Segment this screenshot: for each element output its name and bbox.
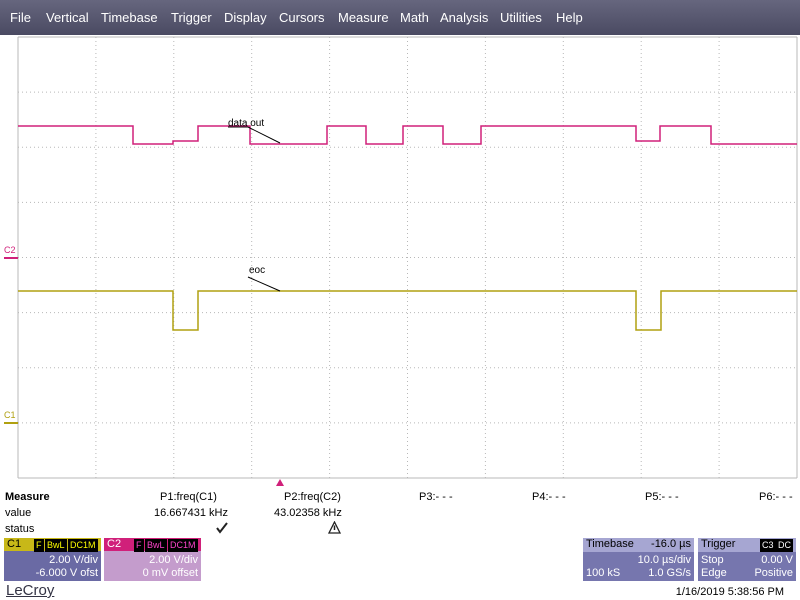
channel-offset: 0 mV offset [142,567,198,579]
timebase-scale: 10.0 µs/div [637,554,691,566]
menu-item[interactable]: File [10,10,31,25]
timebase-delay: -16.0 µs [651,538,691,550]
trigger-type: Edge [701,567,727,579]
channel-marker: C1 [4,410,16,420]
menu-item[interactable]: Help [556,10,583,25]
timebase-box[interactable]: Timebase -16.0 µs 10.0 µs/div 100 kS 1.0… [583,538,694,581]
menu-item[interactable]: Timebase [101,10,158,25]
menu-item[interactable]: Analysis [440,10,489,25]
channel-marker: C2 [4,245,16,255]
brand: LeCroy [6,582,55,599]
leader-line [247,126,281,144]
channel-tag: DC1M [68,539,98,552]
channel-tag: BwL [45,539,67,552]
timebase-samples: 100 kS [586,567,621,579]
trigger-slope: Positive [754,567,793,579]
measure-header: P1:freq(C1) [160,491,217,503]
menu-bar: File Vertical Timebase Trigger Display C… [0,0,800,35]
trigger-marker [276,479,284,486]
status-warning-icon [328,521,341,534]
timebase-rate: 1.0 GS/s [648,567,691,579]
channel-offset: -6.000 V ofst [35,567,98,579]
measure-value: 43.02358 kHz [274,507,342,519]
channel-tag: F [134,539,144,552]
measure-header: P5:- - - [645,491,679,503]
menu-item[interactable]: Cursors [279,10,325,25]
trigger-source: C3 [760,539,776,552]
trigger-header: Trigger C3 DC [698,538,796,552]
measure-title: Measure [5,491,50,503]
trace-label: data out [228,118,264,129]
menu-item[interactable]: Trigger [171,10,212,25]
channel-name: C2 [107,538,122,550]
menu-item[interactable]: Vertical [46,10,89,25]
leader-line [247,276,281,292]
menu-item[interactable]: Utilities [500,10,542,25]
trace-label: eoc [249,265,265,276]
trigger-mode: Stop [701,554,724,566]
channel-tag: BwL [145,539,167,552]
measure-header: P4:- - - [532,491,566,503]
trigger-coupling: DC [776,539,793,552]
channel-tag: F [34,539,44,552]
channel-c1-box[interactable]: C1 F BwL DC1M 2.00 V/div -6.000 V ofst [4,538,101,581]
trigger-title: Trigger [701,538,736,550]
row-label: status [5,523,35,535]
graticule: data out eoc C2 C1 [4,36,798,486]
timebase-header: Timebase -16.0 µs [583,538,694,552]
timestamp: 1/16/2019 5:38:56 PM [675,586,784,598]
grid [17,36,798,479]
menu-item[interactable]: Measure [338,10,389,25]
channel-tag: DC1M [168,539,198,552]
channel-scale: 2.00 V/div [49,554,98,566]
status-ok-icon [216,522,228,534]
menu-item[interactable]: Math [400,10,429,25]
channel-c2-box[interactable]: C2 F BwL DC1M 2.00 V/div 0 mV offset [104,538,201,581]
trigger-box[interactable]: Trigger C3 DC Stop 0.00 V Edge Positive [698,538,796,581]
menu-item[interactable]: Display [224,10,267,25]
trace-c2 [18,125,797,145]
measure-header: P2:freq(C2) [284,491,341,503]
measure-header: P6:- - - [759,491,793,503]
row-label: value [5,507,32,519]
trigger-level: 0.00 V [761,554,793,566]
channel-scale: 2.00 V/div [149,554,198,566]
channel-header: C2 F BwL DC1M [104,538,201,552]
channel-header: C1 F BwL DC1M [4,538,101,552]
trace-c1 [18,290,797,331]
measure-value: 16.667431 kHz [154,507,228,519]
timebase-title: Timebase [586,538,634,550]
channel-name: C1 [7,538,22,550]
measure-header: P3:- - - [419,491,453,503]
